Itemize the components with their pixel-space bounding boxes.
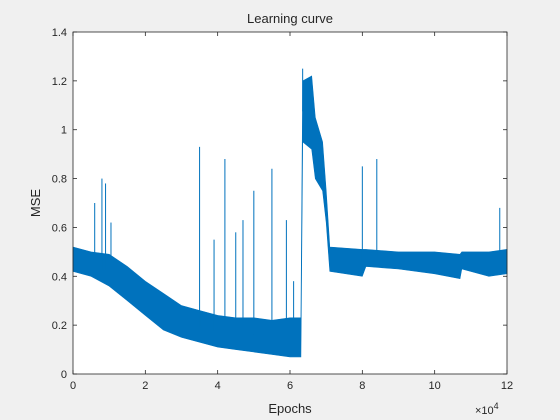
x-tick-label: 0 bbox=[70, 380, 76, 392]
x-exponent-label: ×104 bbox=[475, 401, 499, 417]
x-tick-label: 6 bbox=[287, 380, 293, 392]
x-tick-label: 8 bbox=[359, 380, 365, 392]
y-tick-label: 0.8 bbox=[52, 174, 67, 186]
x-tick-label: 2 bbox=[142, 380, 148, 392]
y-tick-label: 1 bbox=[61, 125, 67, 137]
y-tick-label: 0.2 bbox=[52, 320, 67, 332]
chart-title: Learning curve bbox=[247, 11, 333, 26]
y-axis-label: MSE bbox=[28, 189, 43, 218]
series-layer bbox=[72, 68, 508, 358]
y-tick-label: 0.4 bbox=[52, 271, 67, 283]
plot-area bbox=[73, 32, 507, 374]
x-tick-label: 12 bbox=[501, 380, 513, 392]
x-exponent-base: ×10 bbox=[475, 405, 494, 417]
x-axis-label: Epochs bbox=[268, 401, 312, 416]
x-exponent-power: 4 bbox=[494, 401, 499, 411]
x-tick-label: 10 bbox=[429, 380, 441, 392]
y-tick-label: 0.6 bbox=[52, 222, 67, 234]
ticks-layer: 0 2 4 6 8 10 12 0 0.2 0.4 0.6 0.8 1 1.2 1.4 bbox=[52, 27, 513, 392]
y-tick-label: 1.2 bbox=[52, 76, 67, 88]
y-tick-label: 1.4 bbox=[52, 27, 67, 39]
x-tick-label: 4 bbox=[215, 380, 221, 392]
y-tick-label: 0 bbox=[61, 369, 67, 381]
